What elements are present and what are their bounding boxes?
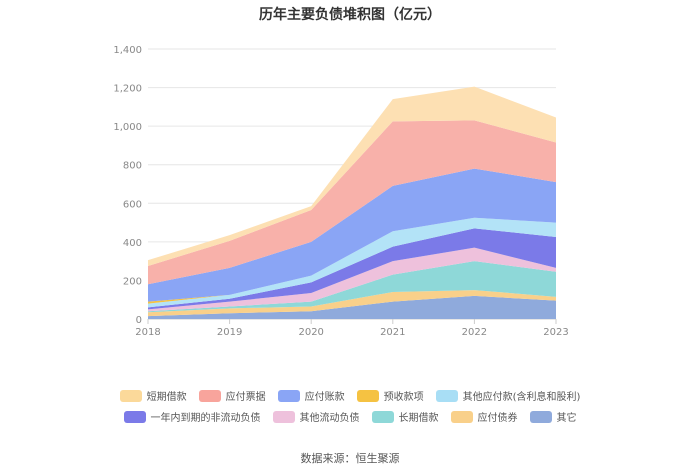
legend-swatch xyxy=(277,389,300,402)
y-tick-label: 1,000 xyxy=(113,122,142,133)
y-tick-label: 1,200 xyxy=(113,84,142,95)
legend-label: 长期借款 xyxy=(398,413,439,424)
legend: 短期借款 应付票据 应付账款 预收款项 其他应付款(含利息和股利) 一年内到期的… xyxy=(0,388,700,430)
area-series-应付账款 xyxy=(148,168,556,302)
area-series-短期借款 xyxy=(148,86,556,266)
legend-swatch xyxy=(371,410,394,423)
legend-item[interactable]: 其他流动负债 xyxy=(272,409,360,424)
legend-label: 应付账款 xyxy=(304,392,345,403)
legend-swatch xyxy=(119,389,142,402)
legend-item[interactable]: 应付票据 xyxy=(198,388,266,403)
area-series-其他流动负债 xyxy=(148,247,556,312)
legend-label: 预收款项 xyxy=(383,392,424,403)
legend-item[interactable]: 长期借款 xyxy=(371,409,439,424)
legend-label: 一年内到期的非流动负债 xyxy=(150,413,261,424)
legend-label: 短期借款 xyxy=(146,392,187,403)
legend-label: 应付票据 xyxy=(225,392,266,403)
y-tick-label: 1,400 xyxy=(113,45,142,56)
legend-row-1: 短期借款 应付票据 应付账款 预收款项 其他应付款(含利息和股利) xyxy=(0,388,700,403)
y-tick-label: 800 xyxy=(123,161,142,172)
x-tick-label: 2018 xyxy=(135,327,160,338)
legend-item[interactable]: 其它 xyxy=(529,409,577,424)
area-series-其他应付款(含利息和股利) xyxy=(148,217,556,308)
x-tick-label: 2019 xyxy=(217,327,242,338)
legend-swatch xyxy=(272,410,295,423)
x-tick-label: 2022 xyxy=(462,327,487,338)
area-series-应付票据 xyxy=(148,120,556,285)
stacked-area-chart: 0 200 400 600 800 1,000 1,200 1,400 2018 2019 2020… xyxy=(113,45,568,338)
legend-item[interactable]: 应付账款 xyxy=(277,388,345,403)
legend-label: 应付债券 xyxy=(477,413,518,424)
legend-swatch xyxy=(356,389,379,402)
legend-item[interactable]: 其他应付款(含利息和股利) xyxy=(435,388,581,403)
x-tick-label: 2021 xyxy=(380,327,405,338)
legend-item[interactable]: 预收款项 xyxy=(356,388,424,403)
x-tick-label: 2020 xyxy=(298,327,323,338)
legend-swatch xyxy=(529,410,552,423)
legend-swatch xyxy=(435,389,458,402)
y-tick-label: 600 xyxy=(123,199,142,210)
chart-title: 历年主要负债堆积图（亿元） xyxy=(259,7,441,23)
area-series-其它 xyxy=(148,295,556,319)
area-series-应付债券 xyxy=(148,290,556,317)
legend-item[interactable]: 一年内到期的非流动负债 xyxy=(123,409,261,424)
legend-label: 其他流动负债 xyxy=(299,413,360,424)
data-source: 数据来源：恒生聚源 xyxy=(300,452,400,465)
legend-label: 其它 xyxy=(556,413,577,424)
legend-swatch xyxy=(198,389,221,402)
x-tick-label: 2023 xyxy=(543,327,568,338)
legend-item[interactable]: 应付债券 xyxy=(450,409,518,424)
y-tick-label: 0 xyxy=(136,315,142,326)
legend-item[interactable]: 短期借款 xyxy=(119,388,187,403)
legend-row-2: 一年内到期的非流动负债 其他流动负债 长期借款 应付债券 其它 xyxy=(0,409,700,424)
legend-swatch xyxy=(450,410,473,423)
legend-label: 其他应付款(含利息和股利) xyxy=(462,392,581,403)
y-tick-label: 200 xyxy=(123,276,142,287)
legend-swatch xyxy=(123,410,146,423)
area-series-一年内到期的非流动负债 xyxy=(148,228,556,310)
area-series-长期借款 xyxy=(148,261,556,313)
y-tick-label: 400 xyxy=(123,238,142,249)
